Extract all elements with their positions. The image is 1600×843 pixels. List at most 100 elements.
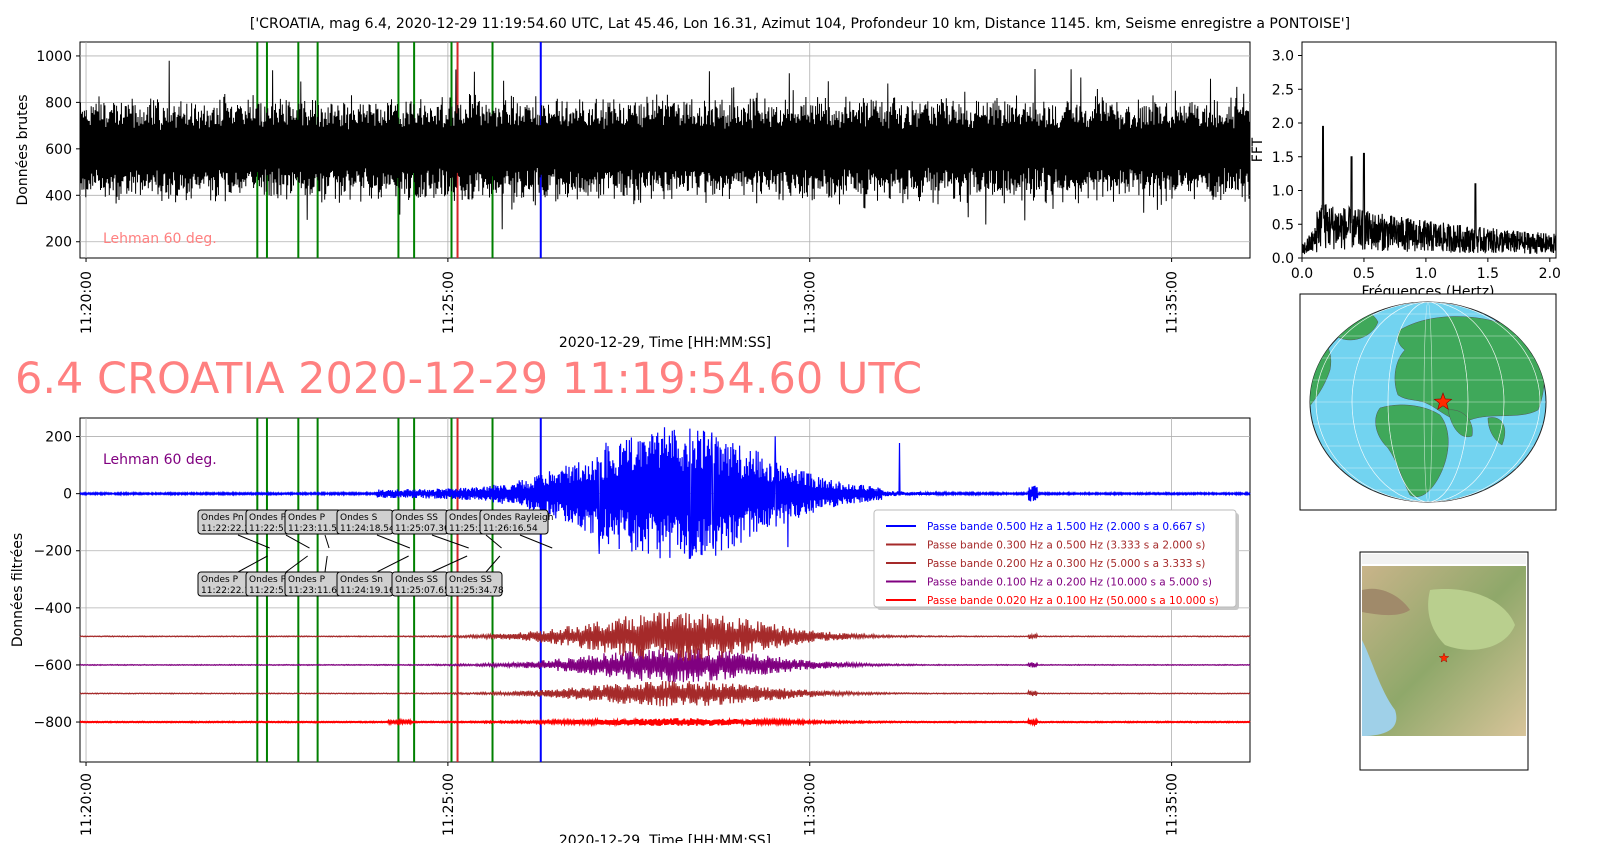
phase-top-time: 11:24:18.54	[340, 524, 395, 534]
phase-arrow	[431, 555, 468, 573]
filtered-xlabel: 2020-12-29, Time [HH:MM:SS]	[559, 833, 771, 843]
filtered-x-ticks: 11:20:00 11:25:00 11:30:00 11:35:00	[79, 762, 1181, 836]
phase-top-label: Ondes S	[340, 513, 378, 523]
filtered-x-tick-label: 11:25:00	[441, 773, 457, 836]
filtered-y-tick-label: −400	[34, 601, 72, 617]
phase-top-label: Ondes P	[288, 513, 326, 523]
phase-bottom-label: Ondes PP	[249, 575, 292, 585]
fft-y-tick-label: 3.0	[1272, 49, 1294, 65]
raw-x-ticks: 11:20:00 11:25:00 11:30:00 11:35:00	[79, 258, 1181, 334]
legend-entry: Passe bande 0.500 Hz a 1.500 Hz (2.000 s…	[927, 521, 1205, 533]
fft-trace-line	[1301, 125, 1557, 255]
phase-bottom-time: 11:22:55.44	[249, 586, 304, 596]
fft-y-tick-label: 2.0	[1272, 116, 1294, 132]
phase-arrow	[485, 534, 502, 549]
filtered-trace-2	[79, 680, 1251, 707]
india-shape	[1487, 417, 1506, 446]
pannonian-plain-shape	[1428, 589, 1515, 650]
filtered-y-tick-label: −200	[34, 544, 72, 560]
raw-y-tick-label: 800	[45, 95, 72, 111]
filtered-traces	[79, 427, 1251, 728]
phase-arrow	[285, 534, 310, 549]
filtered-trace-3	[79, 647, 1251, 683]
phase-bottom-time: 11:25:34.78	[449, 586, 504, 596]
raw-x-tick-label: 11:30:00	[803, 271, 819, 334]
phase-arrow	[519, 534, 553, 549]
legend-entry: Passe bande 0.200 Hz a 0.300 Hz (5.000 s…	[927, 558, 1205, 570]
fft-ylabel: FFT	[1250, 137, 1266, 162]
phase-bottom-time: 11:24:19.16	[340, 586, 395, 596]
raw-y-tick-label: 1000	[36, 49, 72, 65]
phase-arrow	[324, 555, 328, 573]
phase-top-time: 11:25:07.30	[395, 524, 450, 534]
phase-bottom-box	[445, 571, 503, 597]
filtered-trace-0	[79, 427, 1251, 559]
filtered-y-tick-label: 0	[63, 487, 72, 503]
filtered-x-tick-label: 11:35:00	[1165, 773, 1181, 836]
fft-y-tick-label: 0.5	[1272, 217, 1294, 233]
figure-title: ['CROATIA, mag 6.4, 2020-12-29 11:19:54.…	[250, 16, 1350, 32]
phase-top-label: Ondes Rayleigh	[483, 513, 553, 523]
raw-y-tick-label: 600	[45, 142, 72, 158]
raw-trace-line	[79, 60, 1251, 230]
phase-bottom-label: Ondes P	[288, 575, 326, 585]
phase-top-time: 11:25:34.55	[449, 524, 504, 534]
phase-top-label: Ondes PP	[249, 513, 292, 523]
phase-arrow	[431, 534, 469, 549]
phase-arrow	[324, 534, 330, 549]
region-relief-map-icon	[1359, 551, 1529, 771]
phase-top-time: 11:22:55.32	[249, 524, 304, 534]
fft-y-tick-label: 1.5	[1272, 150, 1294, 166]
filtered-x-tick-label: 11:20:00	[79, 773, 95, 836]
phase-top-box	[479, 509, 549, 535]
phase-top-time: 11:22:22.29	[201, 524, 256, 534]
fft-x-tick-label: 1.0	[1415, 266, 1437, 282]
adriatic-sea-shape	[1362, 640, 1397, 736]
raw-y-ticks: 200 400 600 800 1000	[36, 49, 80, 251]
legend-entry: Passe bande 0.020 Hz a 0.100 Hz (50.000 …	[927, 595, 1219, 607]
phase-bottom-time: 11:22:22.10	[201, 586, 256, 596]
legend-entry: Passe bande 0.300 Hz a 0.500 Hz (3.333 s…	[927, 540, 1205, 552]
headline: 6.4 CROATIA 2020-12-29 11:19:54.60 UTC	[15, 354, 922, 404]
globe-map-icon	[1299, 293, 1557, 511]
raw-y-tick-label: 200	[45, 235, 72, 251]
phase-top-label: Ondes Pn	[201, 513, 244, 523]
globe-landmasses	[1310, 302, 1546, 502]
filtered-y-tick-label: 200	[45, 430, 72, 446]
filtered-y-ticks: 200 0 −200 −400 −600 −800	[34, 430, 80, 731]
phase-bottom-time: 11:25:07.65	[395, 586, 450, 596]
filtered-annotation: Lehman 60 deg.	[103, 452, 217, 468]
phase-top-label: Ondes SS	[395, 513, 438, 523]
fft-x-tick-label: 1.5	[1477, 266, 1499, 282]
phase-arrow	[376, 534, 411, 549]
filtered-ylabel: Données filtrées	[10, 533, 26, 647]
alps-shape	[1362, 588, 1410, 616]
phase-bottom-label: Ondes SS	[395, 575, 438, 585]
fft-x-ticks: 0.0 0.5 1.0 1.5 2.0	[1291, 258, 1561, 282]
phase-arrow	[376, 555, 409, 573]
filtered-trace-4	[79, 716, 1251, 728]
raw-x-tick-label: 11:35:00	[1165, 271, 1181, 334]
region-legend-strip	[1362, 738, 1526, 768]
raw-xlabel: 2020-12-29, Time [HH:MM:SS]	[559, 335, 771, 351]
fft-y-tick-label: 2.5	[1272, 82, 1294, 98]
phase-top-label: Ondes SS	[449, 513, 492, 523]
fft-y-tick-label: 1.0	[1272, 184, 1294, 200]
phase-bottom-label: Ondes P	[201, 575, 239, 585]
filtered-y-tick-label: −800	[34, 715, 72, 731]
raw-grid	[80, 42, 1250, 258]
phase-arrow	[485, 555, 501, 573]
phase-top-time: 11:26:16.54	[483, 524, 538, 534]
phase-bottom-time: 11:23:11.67	[288, 586, 343, 596]
raw-x-tick-label: 11:20:00	[79, 271, 95, 334]
raw-y-tick-label: 400	[45, 188, 72, 204]
fft-y-tick-label: 0.0	[1272, 251, 1294, 267]
phase-arrow	[237, 555, 268, 573]
fft-x-tick-label: 2.0	[1539, 266, 1561, 282]
fft-x-tick-label: 0.0	[1291, 266, 1313, 282]
red-star-icon	[1433, 392, 1453, 410]
raw-ylabel: Données brutes	[15, 95, 31, 206]
